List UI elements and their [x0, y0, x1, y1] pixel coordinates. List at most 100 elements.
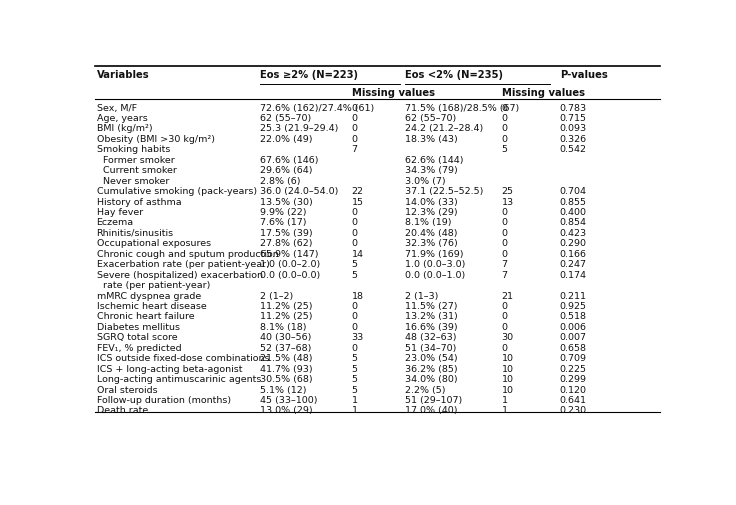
Text: 48 (32–63): 48 (32–63): [405, 333, 456, 341]
Text: 8.1% (18): 8.1% (18): [261, 322, 307, 331]
Text: Sex, M/F: Sex, M/F: [96, 104, 137, 112]
Text: Hay fever: Hay fever: [96, 208, 143, 217]
Text: 27.8% (62): 27.8% (62): [261, 239, 313, 248]
Text: 0: 0: [501, 135, 508, 143]
Text: 5: 5: [352, 260, 358, 269]
Text: 41.7% (93): 41.7% (93): [261, 364, 313, 373]
Text: 51 (29–107): 51 (29–107): [405, 395, 461, 404]
Text: Death rate: Death rate: [96, 406, 148, 415]
Text: 0.166: 0.166: [559, 249, 587, 258]
Text: 0.299: 0.299: [559, 374, 587, 383]
Text: 62 (55–70): 62 (55–70): [405, 114, 456, 123]
Text: 0.225: 0.225: [559, 364, 587, 373]
Text: Ischemic heart disease: Ischemic heart disease: [96, 301, 206, 311]
Text: 24.2 (21.2–28.4): 24.2 (21.2–28.4): [405, 124, 483, 133]
Text: 0.854: 0.854: [559, 218, 587, 227]
Text: 0.925: 0.925: [559, 301, 587, 311]
Text: 1.0 (0.0–3.0): 1.0 (0.0–3.0): [405, 260, 465, 269]
Text: 0: 0: [352, 208, 358, 217]
Text: 1: 1: [501, 406, 508, 415]
Text: 17.5% (39): 17.5% (39): [261, 228, 313, 237]
Text: Cumulative smoking (pack-years): Cumulative smoking (pack-years): [96, 187, 257, 196]
Text: 0: 0: [352, 218, 358, 227]
Text: 5: 5: [501, 145, 508, 154]
Text: 0.174: 0.174: [559, 270, 587, 279]
Text: 0.006: 0.006: [559, 322, 587, 331]
Text: 0: 0: [501, 104, 508, 112]
Text: 36.0 (24.0–54.0): 36.0 (24.0–54.0): [261, 187, 339, 196]
Text: 71.5% (168)/28.5% (67): 71.5% (168)/28.5% (67): [405, 104, 519, 112]
Text: 0: 0: [352, 239, 358, 248]
Text: 0.855: 0.855: [559, 197, 587, 206]
Text: 0: 0: [352, 228, 358, 237]
Text: rate (per patient-year): rate (per patient-year): [103, 281, 210, 289]
Text: ICS + long-acting beta-agonist: ICS + long-acting beta-agonist: [96, 364, 242, 373]
Text: 0: 0: [352, 301, 358, 311]
Text: Never smoker: Never smoker: [103, 176, 170, 185]
Text: 0.542: 0.542: [559, 145, 587, 154]
Text: 11.5% (27): 11.5% (27): [405, 301, 457, 311]
Text: 0.120: 0.120: [559, 385, 587, 394]
Text: 12.3% (29): 12.3% (29): [405, 208, 457, 217]
Text: Current smoker: Current smoker: [103, 166, 177, 175]
Text: Oral steroids: Oral steroids: [96, 385, 158, 394]
Text: History of asthma: History of asthma: [96, 197, 181, 206]
Text: FEV₁, % predicted: FEV₁, % predicted: [96, 343, 181, 352]
Text: 0: 0: [352, 104, 358, 112]
Text: 17.0% (40): 17.0% (40): [405, 406, 457, 415]
Text: 21.5% (48): 21.5% (48): [261, 354, 313, 363]
Text: Former smoker: Former smoker: [103, 156, 175, 165]
Text: 2 (1–2): 2 (1–2): [261, 291, 294, 300]
Text: 0.0 (0.0–0.0): 0.0 (0.0–0.0): [261, 270, 320, 279]
Text: 0.704: 0.704: [559, 187, 587, 196]
Text: 18.3% (43): 18.3% (43): [405, 135, 457, 143]
Text: 10: 10: [501, 354, 514, 363]
Text: 0: 0: [501, 228, 508, 237]
Text: 1.0 (0.0–2.0): 1.0 (0.0–2.0): [261, 260, 320, 269]
Text: Chronic heart failure: Chronic heart failure: [96, 312, 194, 321]
Text: 14: 14: [352, 249, 364, 258]
Text: 33: 33: [352, 333, 364, 341]
Text: Diabetes mellitus: Diabetes mellitus: [96, 322, 180, 331]
Text: 32.3% (76): 32.3% (76): [405, 239, 457, 248]
Text: BMI (kg/m²): BMI (kg/m²): [96, 124, 152, 133]
Text: Severe (hospitalized) exacerbation: Severe (hospitalized) exacerbation: [96, 270, 263, 279]
Text: 7.6% (17): 7.6% (17): [261, 218, 307, 227]
Text: 5: 5: [352, 364, 358, 373]
Text: 34.3% (79): 34.3% (79): [405, 166, 457, 175]
Text: 0: 0: [352, 312, 358, 321]
Text: 71.9% (169): 71.9% (169): [405, 249, 463, 258]
Text: 0: 0: [501, 322, 508, 331]
Text: 67.6% (146): 67.6% (146): [261, 156, 319, 165]
Text: Occupational exposures: Occupational exposures: [96, 239, 210, 248]
Text: 0: 0: [501, 239, 508, 248]
Text: 0: 0: [501, 249, 508, 258]
Text: 0: 0: [501, 218, 508, 227]
Text: 0: 0: [352, 135, 358, 143]
Text: Exacerbation rate (per patient-year): Exacerbation rate (per patient-year): [96, 260, 269, 269]
Text: 23.0% (54): 23.0% (54): [405, 354, 457, 363]
Text: 21: 21: [501, 291, 514, 300]
Text: 0.007: 0.007: [559, 333, 587, 341]
Text: 3.0% (7): 3.0% (7): [405, 176, 445, 185]
Text: 13.5% (30): 13.5% (30): [261, 197, 313, 206]
Text: 7: 7: [352, 145, 358, 154]
Text: 0.211: 0.211: [559, 291, 587, 300]
Text: 10: 10: [501, 374, 514, 383]
Text: 7: 7: [501, 260, 508, 269]
Text: 5: 5: [352, 374, 358, 383]
Text: Eos ≥2% (N=223): Eos ≥2% (N=223): [261, 70, 358, 80]
Text: 16.6% (39): 16.6% (39): [405, 322, 457, 331]
Text: 7: 7: [501, 270, 508, 279]
Text: 0.247: 0.247: [559, 260, 587, 269]
Text: 0.326: 0.326: [559, 135, 587, 143]
Text: Obesity (BMI >30 kg/m²): Obesity (BMI >30 kg/m²): [96, 135, 215, 143]
Text: 29.6% (64): 29.6% (64): [261, 166, 313, 175]
Text: Eos <2% (N=235): Eos <2% (N=235): [405, 70, 503, 80]
Text: 0: 0: [501, 208, 508, 217]
Text: ICS outside fixed-dose combinations: ICS outside fixed-dose combinations: [96, 354, 269, 363]
Text: 25: 25: [501, 187, 514, 196]
Text: 0: 0: [352, 124, 358, 133]
Text: Long-acting antimuscarinic agents: Long-acting antimuscarinic agents: [96, 374, 261, 383]
Text: 72.6% (162)/27.4% (61): 72.6% (162)/27.4% (61): [261, 104, 375, 112]
